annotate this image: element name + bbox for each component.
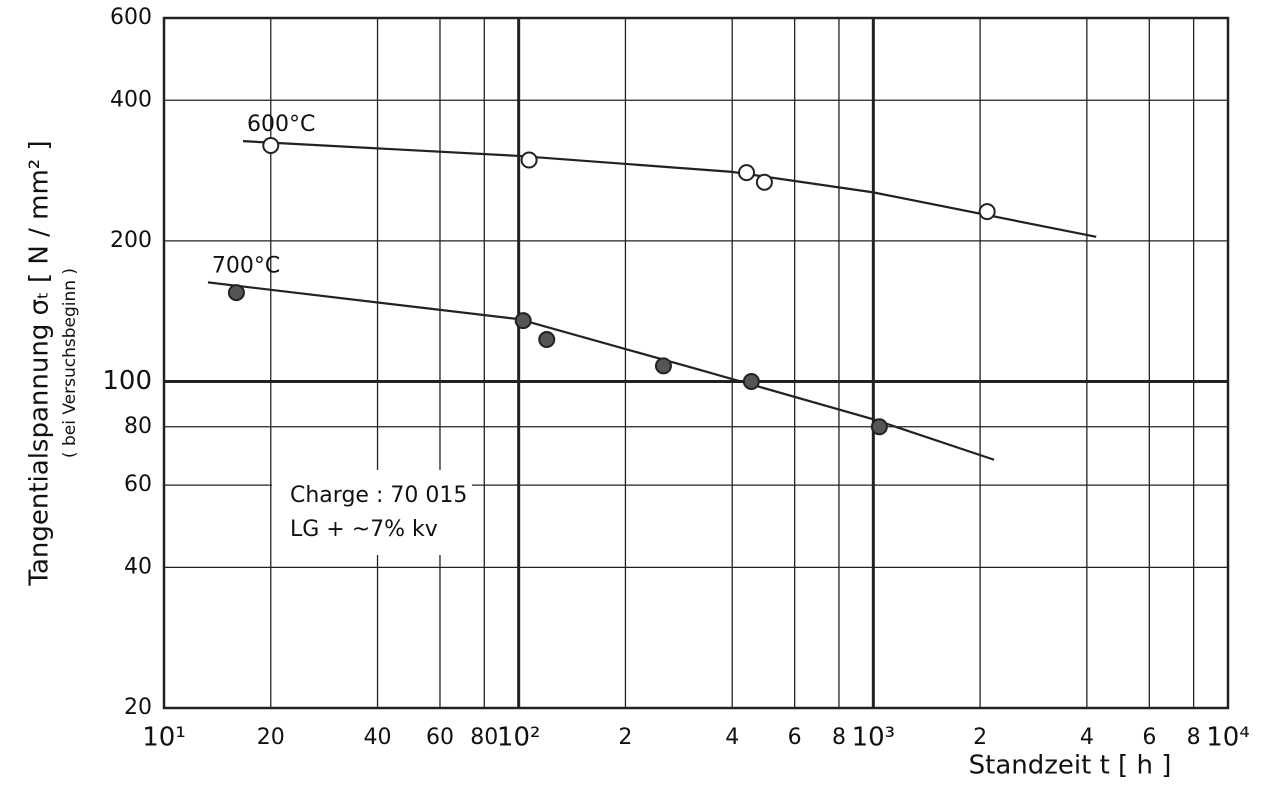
y-tick-label: 400 [110,87,152,112]
data-point [514,312,532,330]
data-point [978,203,996,221]
y-tick-label: 200 [110,228,152,253]
y-tick-label: 80 [124,414,152,439]
x-tick-label: 80 [470,725,498,750]
x-tick-label: 2 [973,725,987,750]
x-tick-label: 4 [1080,725,1094,750]
curve-label: 600°C [247,112,315,137]
x-tick-label: 10³ [852,723,896,753]
x-tick-label: 40 [364,725,392,750]
x-tick-label: 2 [618,725,632,750]
x-tick-label: 10² [497,723,541,753]
y-tick-label: 100 [102,366,152,396]
y-axis-note: ( bei Versuchsbeginn ) [60,268,80,458]
x-tick-label: 6 [788,725,802,750]
y-axis-label: Tangentialspannung σₜ [ N / mm² ] [25,140,55,586]
x-tick-label: 20 [257,725,285,750]
fit-curve [242,140,1097,238]
grid [163,17,1229,709]
data-point [520,151,538,169]
annotation: Charge : 70 015 [290,483,467,508]
data-point [538,330,556,348]
plot-frame [162,16,1230,710]
data-point [654,357,672,375]
y-tick-label: 60 [124,472,152,497]
x-tick-label: 60 [426,725,454,750]
x-tick-label: 10¹ [142,723,186,753]
x-tick-label: 10⁴ [1206,723,1250,753]
x-axis-label: Standzeit t [ h ] [969,751,1172,781]
y-tick-label: 600 [110,5,152,30]
annotation-box [272,470,472,555]
y-tick-label: 20 [124,695,152,720]
curve-label: 700°C [212,253,280,278]
fit-curve [207,281,995,461]
data-point [755,173,773,191]
x-tick-label: 8 [832,725,846,750]
data-point [262,137,280,155]
y-tick-label: 40 [124,554,152,579]
x-tick-label: 8 [1187,725,1201,750]
x-tick-label: 6 [1142,725,1156,750]
data-point [870,418,888,436]
data-point [227,284,245,302]
data-point [742,372,760,390]
annotation: LG + ~7% kv [290,517,438,542]
x-tick-label: 4 [725,725,739,750]
data-point [738,164,756,182]
